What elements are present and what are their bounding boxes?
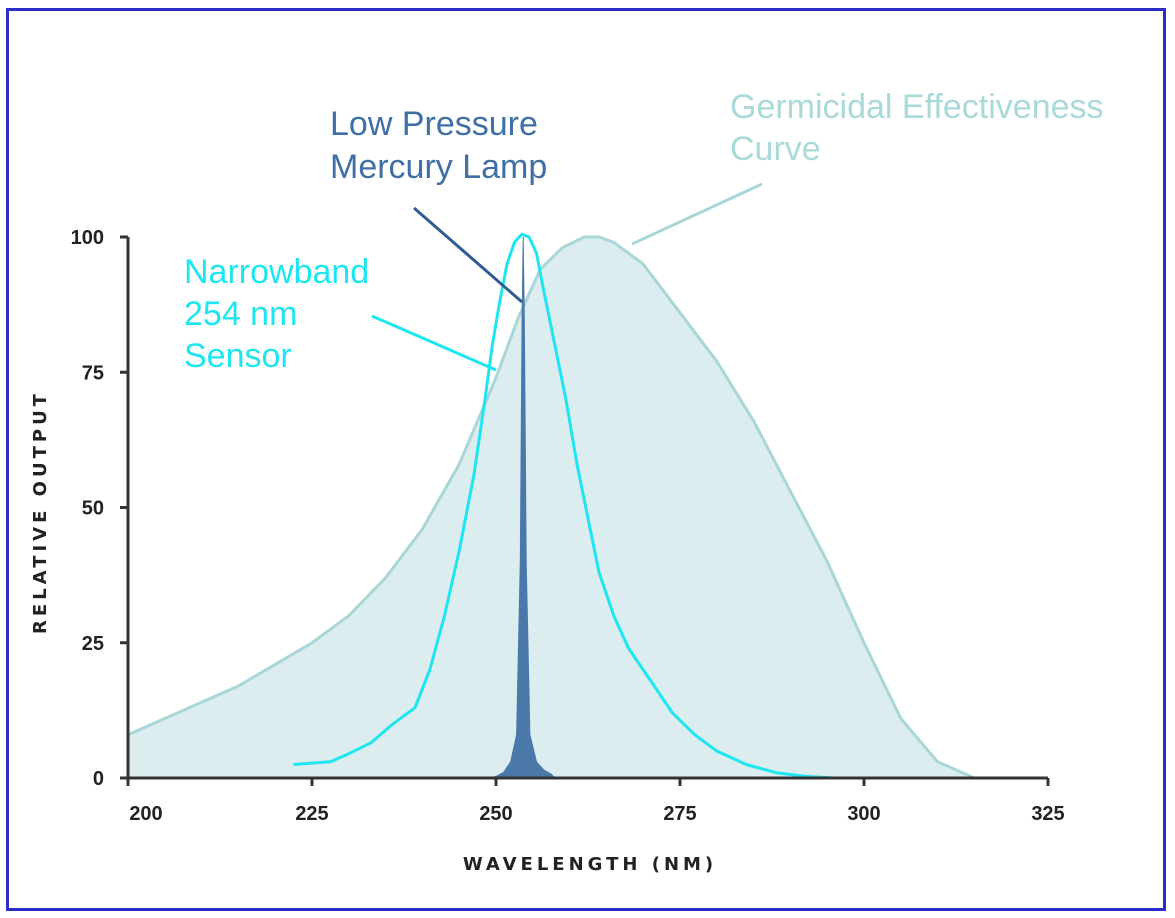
low-pressure-mercury-lamp-area: [488, 236, 557, 779]
germicidal-effectiveness-curve-area: [128, 237, 975, 778]
lamp-label-line-2: Mercury Lamp: [330, 148, 547, 186]
germicidal-leader-line: [631, 182, 763, 246]
x-tick-label: 275: [663, 803, 696, 825]
y-tick-label: 100: [71, 227, 104, 249]
ticks: 200 225 250 275 300 325 0 25 50 75 100: [71, 227, 1065, 825]
sensor-label-line-3: Sensor: [184, 337, 292, 375]
narrowband-254-nm-sensor-line: [293, 232, 835, 780]
y-tick-label: 0: [93, 768, 104, 790]
sensor-label-line-1: Narrowband: [184, 253, 369, 291]
germicidal-label-line-2: Curve: [730, 130, 821, 168]
sensor-leader-line: [371, 314, 497, 372]
germicidal-effectiveness-curve-line: [127, 235, 976, 780]
x-tick-label: 250: [479, 803, 512, 825]
x-axis-title: WAVELENGTH (NM): [463, 854, 717, 875]
lamp-leader-line: [413, 206, 523, 304]
x-tick-label: 200: [129, 803, 162, 825]
lamp-label-line-1: Low Pressure: [330, 105, 538, 143]
plot-area: [127, 232, 976, 780]
x-tick-label: 300: [847, 803, 880, 825]
x-tick-label: 325: [1031, 803, 1064, 825]
y-tick-label: 25: [82, 633, 104, 655]
germicidal-label-line-1: Germicidal Effectiveness: [730, 88, 1104, 126]
x-tick-label: 225: [295, 803, 328, 825]
sensor-label-line-2: 254 nm: [184, 295, 297, 333]
y-tick-label: 50: [82, 498, 104, 520]
y-tick-label: 75: [82, 362, 104, 384]
y-axis-title: RELATIVE OUTPUT: [30, 390, 51, 634]
